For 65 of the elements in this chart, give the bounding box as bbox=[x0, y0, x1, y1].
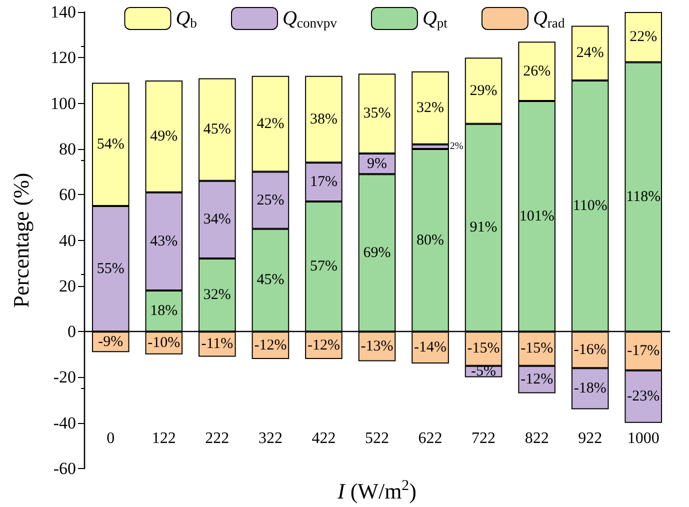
data-label: 17% bbox=[310, 174, 338, 190]
y-tick-label: 20 bbox=[59, 276, 76, 296]
x-tick-label: 122 bbox=[152, 430, 176, 448]
y-tick-label: -60 bbox=[53, 459, 76, 478]
data-label: 35% bbox=[363, 106, 391, 122]
data-label: 42% bbox=[256, 116, 284, 132]
y-tick-label: 60 bbox=[59, 185, 76, 204]
x-tick-label: 622 bbox=[418, 430, 442, 448]
y-tick-label: 80 bbox=[59, 139, 76, 158]
x-tick-label: 522 bbox=[365, 430, 389, 448]
data-label: 29% bbox=[470, 82, 498, 99]
data-label: -18% bbox=[574, 380, 606, 397]
x-tick-label: 1000 bbox=[627, 430, 660, 448]
data-label: -12% bbox=[520, 372, 554, 388]
y-tick-label: -40 bbox=[53, 413, 76, 432]
y-tick-label: 100 bbox=[50, 94, 76, 113]
data-label: -9% bbox=[98, 334, 124, 350]
data-label: 101% bbox=[519, 208, 554, 224]
data-label: 9% bbox=[367, 156, 387, 172]
data-label: -11% bbox=[201, 336, 234, 352]
data-label: 32% bbox=[416, 100, 444, 116]
x-tick-label: 322 bbox=[258, 430, 282, 448]
y-tick-label: -20 bbox=[53, 368, 76, 387]
data-label: 24% bbox=[576, 45, 604, 62]
data-label: 69% bbox=[363, 244, 391, 261]
data-label: 43% bbox=[150, 233, 178, 250]
data-label: -12% bbox=[254, 337, 287, 354]
x-tick-label: 422 bbox=[312, 430, 336, 448]
x-tick-label: 822 bbox=[524, 430, 549, 448]
data-label: 118% bbox=[626, 188, 661, 205]
data-label: -17% bbox=[627, 342, 660, 359]
x-tick-label: 222 bbox=[205, 430, 230, 448]
data-label: 54% bbox=[96, 136, 124, 152]
data-label: 55% bbox=[96, 260, 124, 277]
x-tick-label: 722 bbox=[472, 430, 496, 448]
y-tick-label: 0 bbox=[68, 322, 76, 342]
data-label: 34% bbox=[203, 212, 231, 228]
y-axis-title: Percentage (%) bbox=[8, 172, 34, 308]
y-tick-label: 120 bbox=[50, 48, 76, 68]
data-label: 45% bbox=[256, 272, 284, 288]
data-label: 25% bbox=[256, 192, 284, 208]
data-label: 45% bbox=[203, 122, 231, 138]
x-tick-label: 0 bbox=[106, 430, 115, 448]
data-label: 91% bbox=[470, 220, 498, 236]
data-label: 57% bbox=[310, 258, 338, 275]
data-label: -16% bbox=[574, 342, 606, 358]
data-label: -23% bbox=[627, 388, 660, 405]
y-tick-label: 40 bbox=[59, 230, 76, 250]
data-label: 38% bbox=[310, 111, 338, 128]
data-label: 49% bbox=[150, 128, 178, 144]
y-tick-label: 140 bbox=[50, 2, 76, 22]
data-label: -13% bbox=[360, 338, 394, 354]
data-label: 26% bbox=[523, 63, 551, 80]
data-label: 32% bbox=[203, 287, 231, 304]
data-label: 2% bbox=[450, 141, 464, 152]
data-label: -12% bbox=[307, 337, 340, 354]
data-label: 18% bbox=[150, 303, 178, 320]
data-label: -15% bbox=[467, 340, 500, 357]
data-label: 80% bbox=[416, 232, 444, 248]
data-label: -15% bbox=[520, 340, 554, 357]
x-tick-label: 922 bbox=[578, 430, 602, 448]
data-label: 110% bbox=[572, 198, 608, 214]
data-label: -14% bbox=[414, 340, 447, 356]
data-label: 22% bbox=[630, 29, 658, 46]
data-label: -10% bbox=[148, 335, 180, 351]
